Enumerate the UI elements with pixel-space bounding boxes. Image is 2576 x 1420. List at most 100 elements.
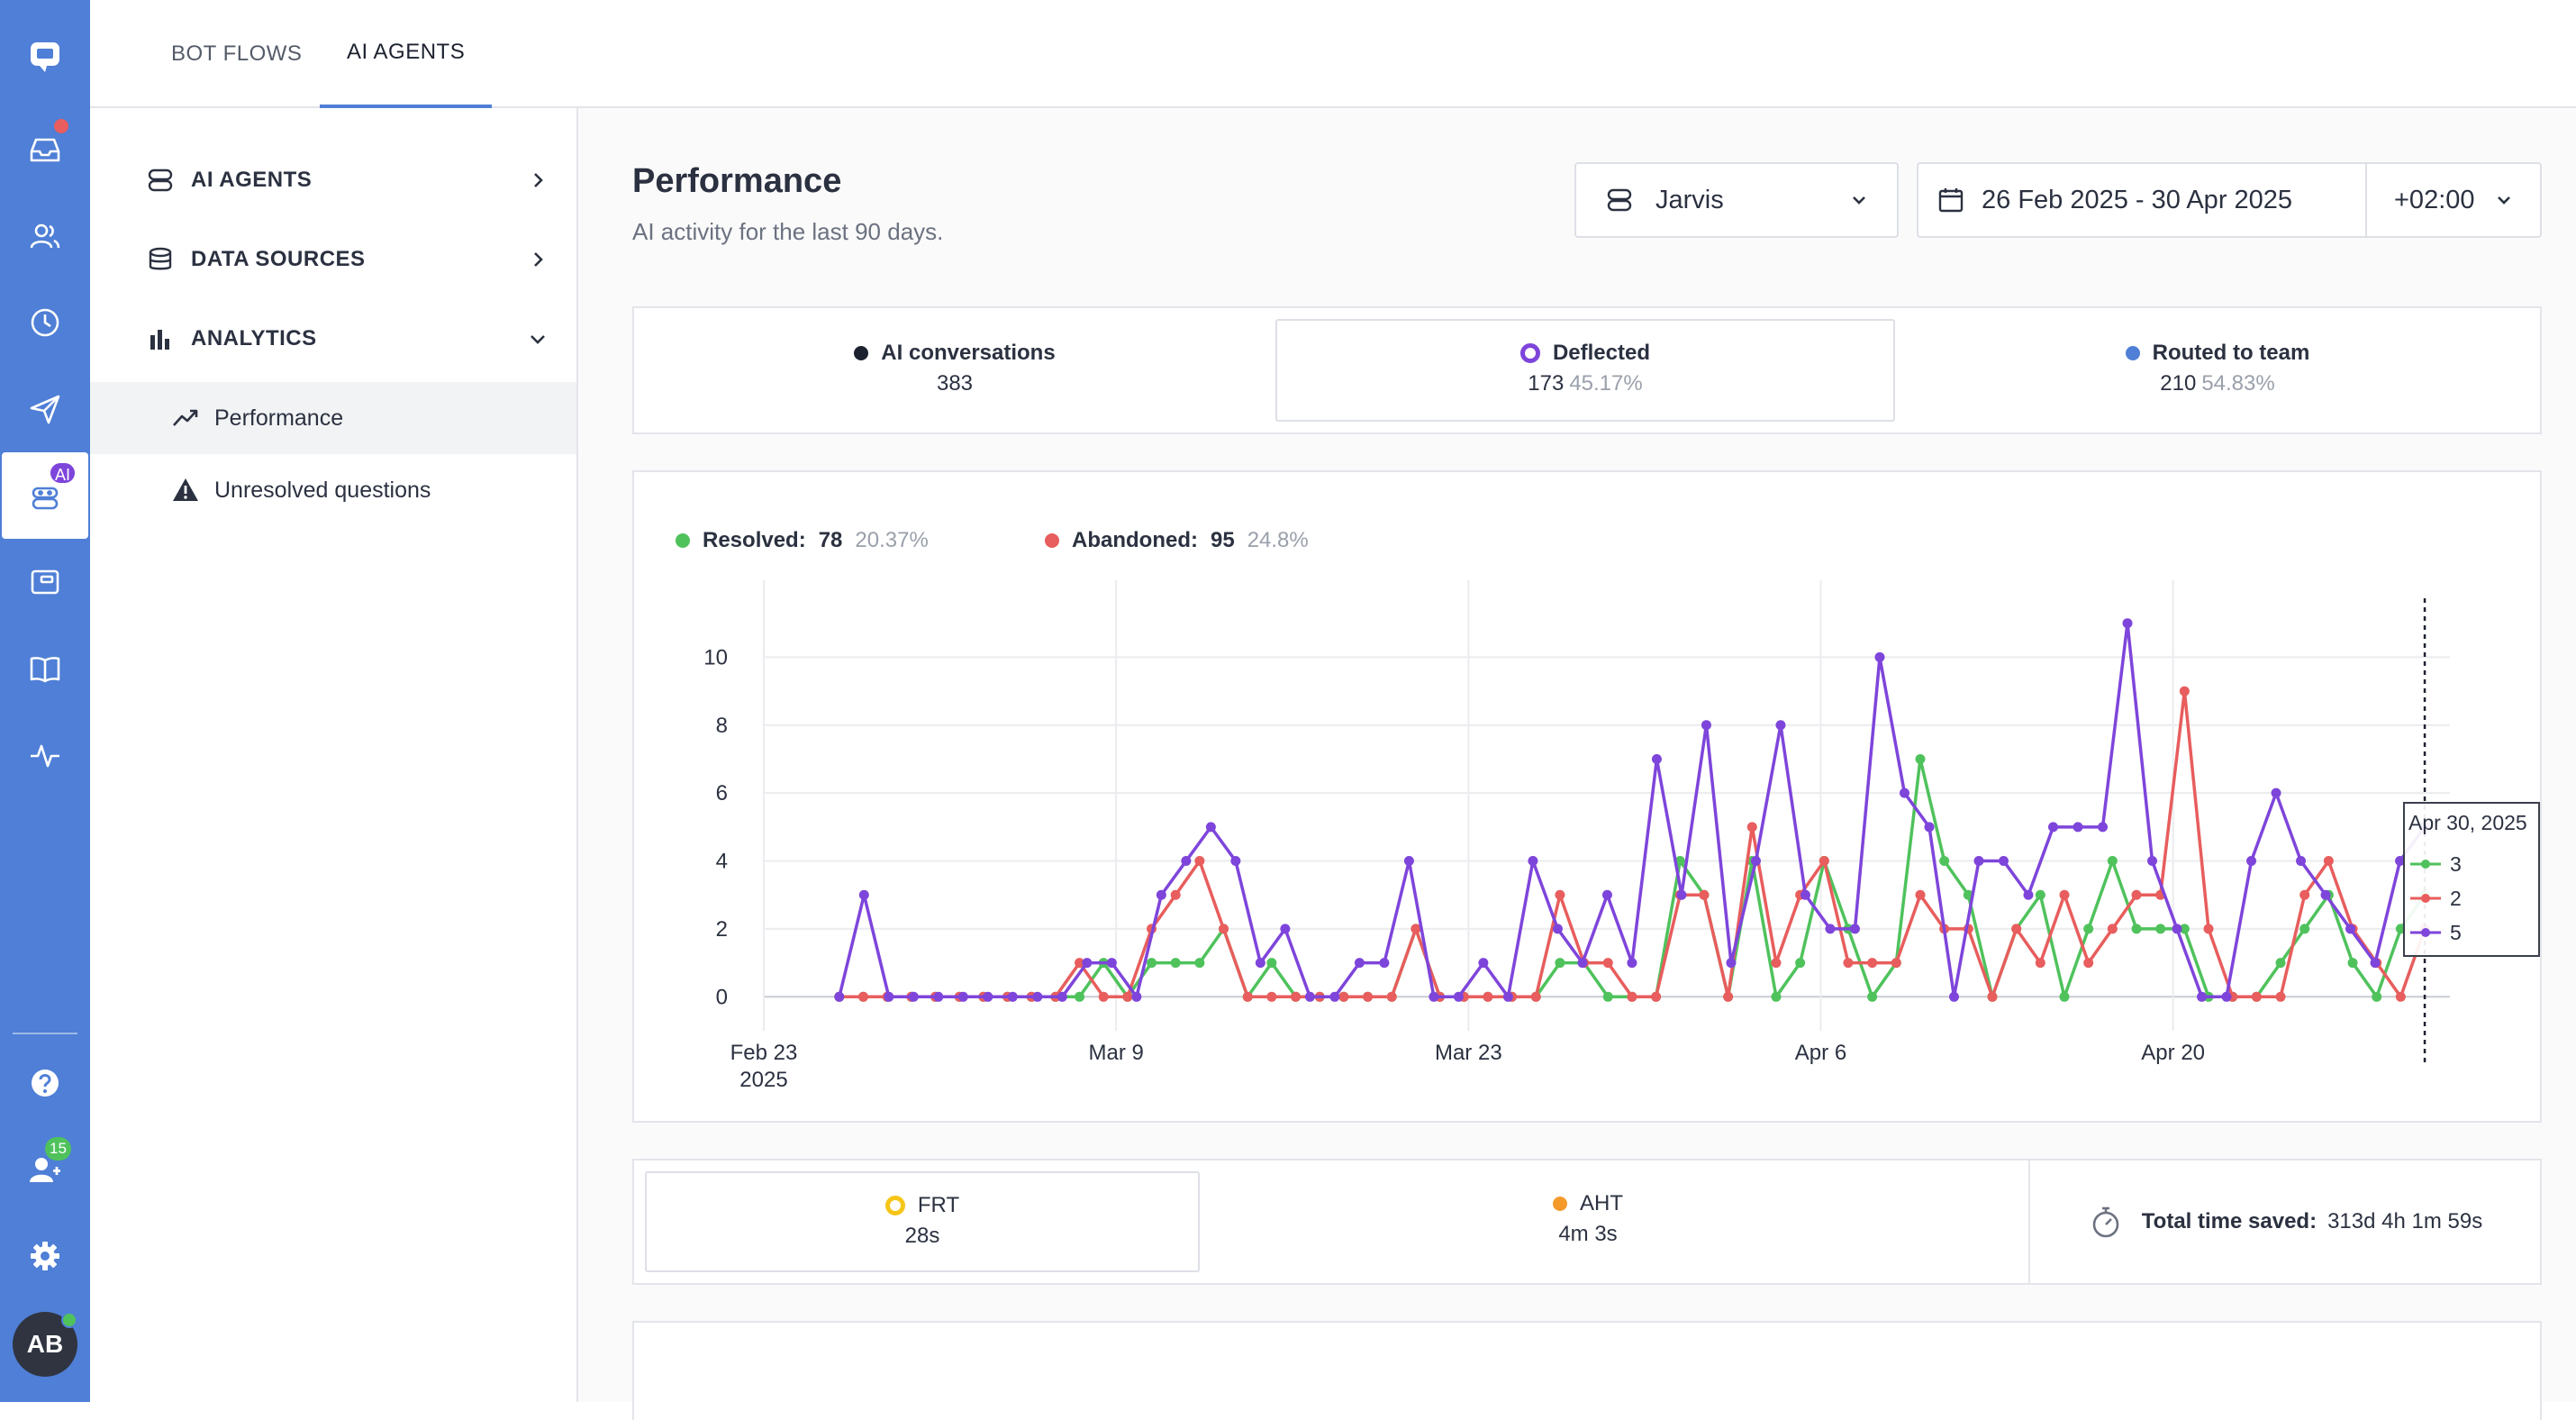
ai-agents-icon [1607,188,1632,212]
data-point-total [834,991,845,1002]
data-point-total [2345,924,2356,934]
data-point-abandoned [1602,958,1613,969]
subnav-ai-agents[interactable]: AI AGENTS [90,144,576,216]
performance-chart-card: Resolved: 78 20.37% Abandoned: 95 24.8% … [632,470,2542,1123]
data-point-total [1379,958,1390,969]
data-point-total [2221,991,2232,1002]
data-point-total [1082,958,1093,969]
history-icon[interactable] [0,279,90,366]
data-point-abandoned [1891,958,1901,969]
settings-icon[interactable] [0,1213,90,1299]
data-point-abandoned [1867,958,1878,969]
icon-rail: AI 15 AB [0,0,90,1402]
help-icon[interactable] [0,1040,90,1126]
data-point-abandoned [1627,991,1637,1002]
ai-agent-icon[interactable]: AI [2,452,88,539]
stat-deflected-label: Deflected [1552,341,1651,365]
legend-resolved[interactable]: Resolved: 78 20.37% [676,528,929,553]
main-content: Performance AI activity for the last 90 … [578,108,2576,1420]
legend-abandoned-label: Abandoned: [1072,528,1198,552]
data-point-total [1032,991,1043,1002]
stat-deflected: Deflected 173 45.17% [1277,341,1893,396]
timezone-value: +02:00 [2394,185,2475,214]
subnav-ai-agents-label: AI AGENTS [191,168,313,192]
frt-dot [884,1196,905,1215]
stat-frt-value: 28s [904,1224,940,1248]
data-point-abandoned [1819,856,1829,867]
data-point-abandoned [2131,889,2142,900]
stat-aht-value: 4m 3s [1558,1222,1618,1246]
data-point-abandoned [2035,958,2045,969]
knowledge-book-icon[interactable] [0,625,90,712]
abandoned-dot [1045,533,1059,548]
data-point-total [1726,958,1737,969]
date-range-picker[interactable]: 26 Feb 2025 - 30 Apr 2025 [1917,162,2367,238]
data-point-total [1528,856,1538,867]
warning-icon [173,478,198,501]
data-point-total [884,991,894,1002]
contacts-icon[interactable] [0,193,90,279]
subnav-unresolved-questions[interactable]: Unresolved questions [90,454,576,526]
data-point-total [1131,991,1142,1002]
data-point-abandoned [2323,856,2334,867]
stat-ai-conversations[interactable]: AI conversations 383 [634,341,1275,396]
timezone-select[interactable]: +02:00 [2365,162,2542,238]
tab-ai-agents[interactable]: AI AGENTS [320,0,493,108]
legend-resolved-pct: 20.37% [855,528,929,552]
data-point-total [1057,991,1067,1002]
data-point-total [1478,958,1489,969]
data-point-total [1329,991,1340,1002]
tooltip-row-abandoned: 2 [2410,885,2462,912]
agent-select[interactable]: Jarvis [1574,162,1899,238]
stat-frt-box[interactable]: FRT 28s [645,1171,1200,1272]
resolved-dot [676,533,690,548]
rail-divider [13,1033,77,1034]
tooltip-resolved-value: 3 [2450,851,2462,876]
team-badge: 15 [45,1137,71,1161]
date-range-value: 26 Feb 2025 - 30 Apr 2025 [1982,185,2293,214]
data-point-total [2296,856,2307,867]
team-icon[interactable]: 15 [0,1126,90,1213]
stat-deflected-box[interactable]: Deflected 173 45.17% [1275,319,1895,422]
stat-ai-conversations-label: AI conversations [881,341,1056,365]
tickets-icon[interactable] [0,539,90,625]
stat-routed-to-team[interactable]: Routed to team 210 54.83% [1895,341,2540,396]
data-point-total [957,991,968,1002]
activity-icon[interactable] [0,712,90,798]
stat-aht[interactable]: AHT 4m 3s [1200,1191,1976,1247]
tab-bot-flows[interactable]: BOT FLOWS [171,0,302,108]
data-point-resolved [1939,856,1950,867]
subnav-data-sources[interactable]: DATA SOURCES [90,223,576,296]
inbox-icon[interactable] [0,106,90,193]
data-point-total [1874,651,1885,662]
data-point-resolved [1674,856,1685,867]
performance-line-chart[interactable]: 0 2 4 6 8 10 Feb 23 2025 Mar 9 Mar 23 Apr 6 Apr 20 [634,472,2540,1121]
legend-abandoned[interactable]: Abandoned: 95 24.8% [1045,528,1309,553]
legend-resolved-label: Resolved: [703,528,806,552]
data-point-resolved [1170,958,1181,969]
x-tick-label: Mar 23 [1435,1041,1502,1065]
data-point-total [933,991,944,1002]
subnav-performance[interactable]: Performance [90,382,576,454]
subnav-analytics[interactable]: ANALYTICS [90,303,576,375]
legend-resolved-value: 78 [818,528,843,552]
data-point-abandoned [2395,991,2406,1002]
x-tick-label: Mar 9 [1088,1041,1143,1065]
online-status-dot [61,1312,77,1328]
y-tick-label: 2 [716,917,728,942]
data-point-total [2048,822,2059,833]
data-point-total [2122,618,2133,629]
y-tick-label: 6 [716,781,728,806]
data-point-total [1577,958,1588,969]
data-point-total [1973,856,1984,867]
data-point-total [1899,787,1909,798]
data-point-total [1106,958,1117,969]
chat-logo-icon[interactable] [0,13,90,99]
stopwatch-icon [2092,1206,2119,1238]
user-avatar[interactable]: AB [13,1312,77,1377]
data-point-total [2271,787,2281,798]
tooltip-row-resolved: 3 [2410,851,2462,878]
y-tick-label: 0 [716,985,728,1009]
send-icon[interactable] [0,366,90,452]
y-tick-label: 8 [716,714,728,738]
